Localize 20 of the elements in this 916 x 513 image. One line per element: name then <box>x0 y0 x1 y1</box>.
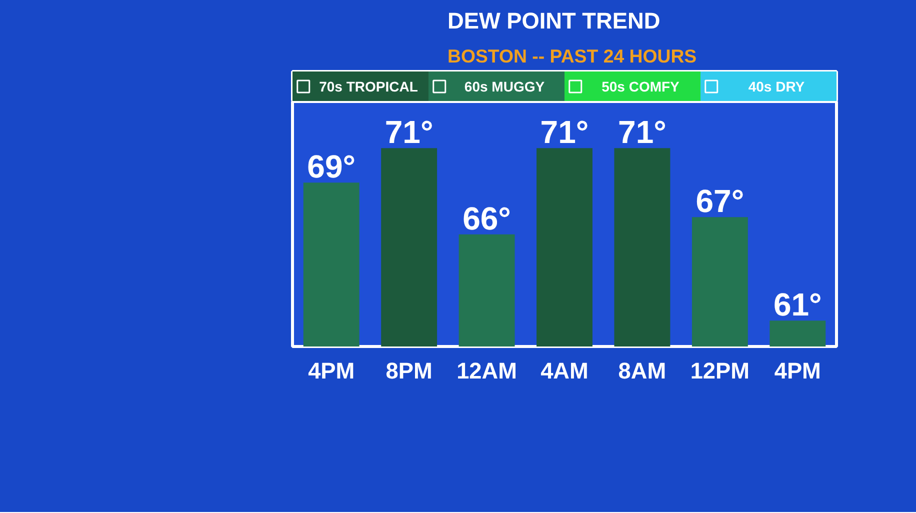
data-label: 61° <box>773 286 822 323</box>
x-tick-label: 8PM <box>386 358 432 384</box>
chart-title: DEW POINT TREND <box>448 8 660 34</box>
data-label: 69° <box>307 148 356 185</box>
data-label: 71° <box>540 114 589 150</box>
data-label: 71° <box>618 114 666 150</box>
x-tick-label: 4PM <box>308 358 355 384</box>
x-tick-label: 12AM <box>456 358 518 384</box>
x-tick-label: 4AM <box>540 358 588 384</box>
legend-label: 50s COMFY <box>602 78 680 94</box>
data-label: 67° <box>696 183 744 220</box>
data-label: 66° <box>462 200 511 236</box>
legend-label: 40s DRY <box>748 78 806 94</box>
chart-subtitle: BOSTON -- PAST 24 HOURS <box>448 46 697 66</box>
legend-label: 60s MUGGY <box>464 78 546 94</box>
x-tick-label: 12PM <box>690 358 750 384</box>
x-tick-label: 8AM <box>618 358 666 384</box>
data-label: 71° <box>384 114 434 150</box>
legend-label: 70s TROPICAL <box>319 78 418 94</box>
x-tick-label: 4PM <box>774 358 821 384</box>
